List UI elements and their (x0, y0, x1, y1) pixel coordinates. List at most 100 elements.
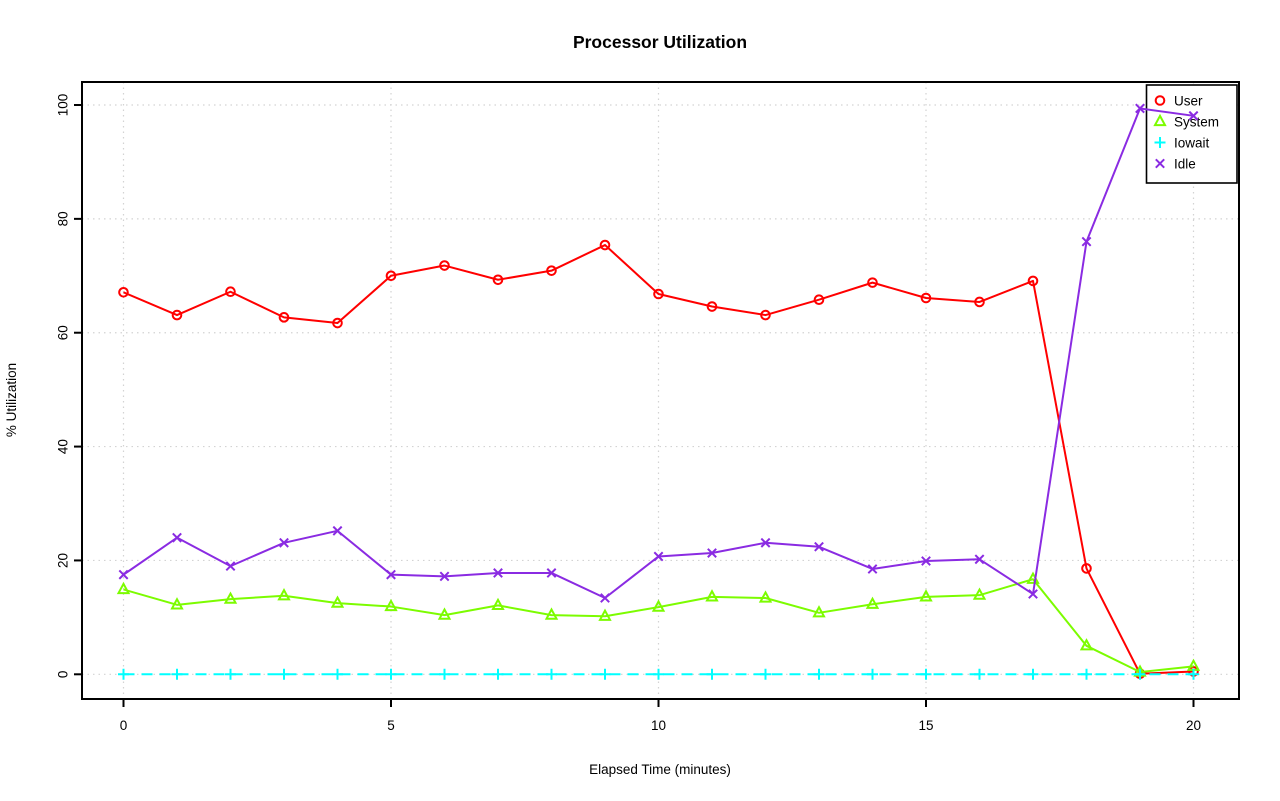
marker-triangle (758, 590, 773, 603)
marker-triangle (651, 599, 666, 612)
legend-box (1145, 84, 1238, 184)
marker-plus (653, 668, 664, 680)
plot-area: 0 5 10 15 20 0 20 40 60 80 100 User System Iowait Idle (56, 81, 1240, 733)
x-tick-label: 20 (1186, 718, 1201, 733)
marker-triangle (384, 598, 398, 612)
marker-plus (1134, 668, 1146, 680)
marker-x (600, 593, 610, 603)
x-tick-label: 10 (651, 718, 666, 733)
marker-triangle (170, 597, 184, 610)
legend-label: User (1174, 93, 1203, 108)
marker-triangle (116, 581, 131, 595)
marker-circle (1154, 95, 1166, 106)
marker-x (974, 554, 985, 565)
y-tick-label: 0 (56, 671, 71, 679)
marker-x (921, 556, 931, 566)
marker-plus (171, 668, 183, 680)
marker-plus (546, 668, 557, 680)
marker-x (279, 537, 289, 548)
y-tick-label: 80 (56, 211, 71, 226)
marker-x (1188, 110, 1199, 121)
marker-circle (225, 286, 236, 298)
marker-plus (439, 668, 450, 680)
series-iowait (118, 668, 1199, 680)
marker-x (546, 568, 557, 578)
marker-circle (867, 277, 878, 288)
marker-x (760, 537, 771, 548)
y-tick-label: 40 (56, 439, 71, 454)
marker-x (653, 551, 664, 562)
marker-circle (278, 312, 290, 323)
chart-title: Processor Utilization (573, 32, 747, 52)
marker-circle (118, 286, 129, 298)
marker-triangle (330, 595, 345, 608)
marker-triangle (705, 589, 719, 602)
marker-circle (920, 292, 932, 304)
marker-x (1135, 103, 1145, 114)
marker-x (118, 569, 129, 580)
x-tick-label: 15 (918, 718, 933, 733)
series-user (118, 239, 1199, 680)
marker-plus (867, 668, 878, 680)
marker-triangle (277, 588, 291, 601)
series-system (116, 571, 1201, 677)
plot-frame (81, 81, 1240, 700)
marker-circle (546, 265, 557, 276)
marker-triangle (972, 587, 987, 600)
marker-circle (171, 309, 183, 321)
y-tick-label: 100 (56, 94, 71, 117)
axis-ticks (74, 104, 1195, 707)
y-axis-label: % Utilization (4, 363, 19, 437)
series-system-line (123, 578, 1194, 674)
marker-x (439, 571, 450, 582)
tick-labels: 0 5 10 15 20 0 20 40 60 80 100 (56, 94, 1202, 733)
marker-x (172, 532, 182, 543)
marker-plus (278, 668, 290, 680)
marker-plus (1188, 668, 1199, 680)
marker-plus (1154, 137, 1166, 148)
marker-triangle (919, 589, 933, 602)
marker-plus (706, 668, 718, 680)
marker-x (707, 548, 717, 558)
marker-plus (760, 668, 771, 680)
marker-plus (1027, 668, 1039, 680)
marker-x (867, 564, 878, 574)
series-user-line (123, 244, 1194, 675)
x-axis-label: Elapsed Time (minutes) (589, 762, 731, 777)
marker-circle (706, 301, 718, 312)
marker-plus (974, 668, 985, 680)
legend-label: Idle (1174, 156, 1196, 171)
marker-plus (385, 668, 397, 680)
marker-plus (1081, 668, 1092, 680)
legend-item-user: User (1154, 93, 1203, 108)
marker-circle (813, 294, 825, 306)
marker-triangle (865, 596, 880, 609)
marker-circle (1081, 563, 1092, 574)
marker-plus (920, 668, 932, 680)
marker-triangle (1153, 113, 1167, 127)
marker-circle (492, 274, 504, 286)
marker-plus (492, 668, 504, 680)
y-tick-label: 20 (56, 553, 71, 568)
marker-circle (760, 309, 771, 321)
marker-circle (332, 317, 343, 329)
marker-plus (332, 668, 343, 680)
marker-plus (813, 668, 825, 680)
legend-item-idle: Idle (1155, 156, 1196, 171)
marker-x (1081, 236, 1092, 247)
marker-triangle (437, 607, 452, 620)
marker-plus (118, 668, 129, 680)
marker-circle (439, 260, 450, 271)
legend: User System Iowait Idle (1145, 84, 1238, 184)
series-idle (118, 103, 1199, 603)
marker-x (1028, 589, 1038, 599)
marker-circle (385, 270, 397, 282)
marker-plus (599, 668, 611, 680)
marker-x (493, 568, 503, 578)
marker-circle (1027, 275, 1039, 287)
marker-triangle (223, 591, 238, 604)
legend-item-iowait: Iowait (1154, 135, 1210, 150)
marker-x (386, 569, 396, 580)
